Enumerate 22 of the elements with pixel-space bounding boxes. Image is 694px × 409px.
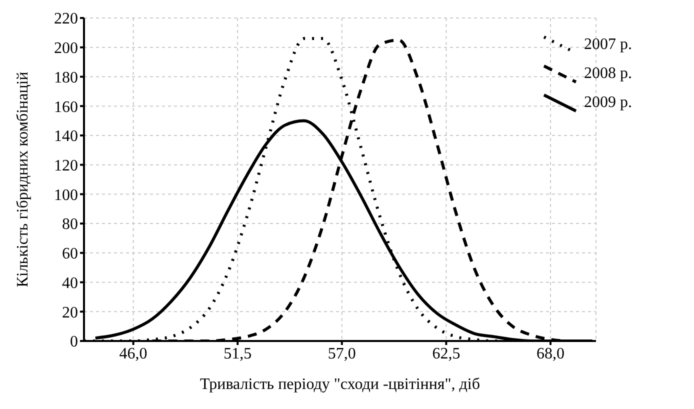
x-tick-label: 57,0 xyxy=(328,345,356,362)
y-tick-label: 40 xyxy=(62,274,78,292)
legend-label: 2008 р. xyxy=(584,64,632,82)
x-tick-label: 68,0 xyxy=(536,345,564,362)
y-tick-label: 60 xyxy=(62,246,78,263)
x-tick-label: 46,0 xyxy=(119,345,148,362)
x-tick-label: 62,5 xyxy=(432,345,460,362)
y-tick-label: 0 xyxy=(70,334,78,351)
x-tick-label: 51,5 xyxy=(224,345,252,362)
y-tick-label: 180 xyxy=(54,69,78,86)
y-tick-label: 200 xyxy=(54,40,78,58)
y-tick-label: 120 xyxy=(54,158,78,174)
y-tick-label: 80 xyxy=(62,216,78,234)
x-axis-title: Тривалість періоду "сходи -цвітіння", діб xyxy=(200,376,480,393)
y-axis-title: Кількість гібридних комбінацій xyxy=(14,71,32,288)
y-tick-label: 20 xyxy=(62,304,78,322)
y-tick-label: 140 xyxy=(54,128,78,146)
legend-label: 2007 р. xyxy=(584,36,632,54)
legend-label: 2009 р. xyxy=(584,94,632,112)
y-tick-label: 220 xyxy=(54,10,78,28)
y-tick-label: 100 xyxy=(54,186,78,204)
y-tick-label: 160 xyxy=(54,98,78,116)
